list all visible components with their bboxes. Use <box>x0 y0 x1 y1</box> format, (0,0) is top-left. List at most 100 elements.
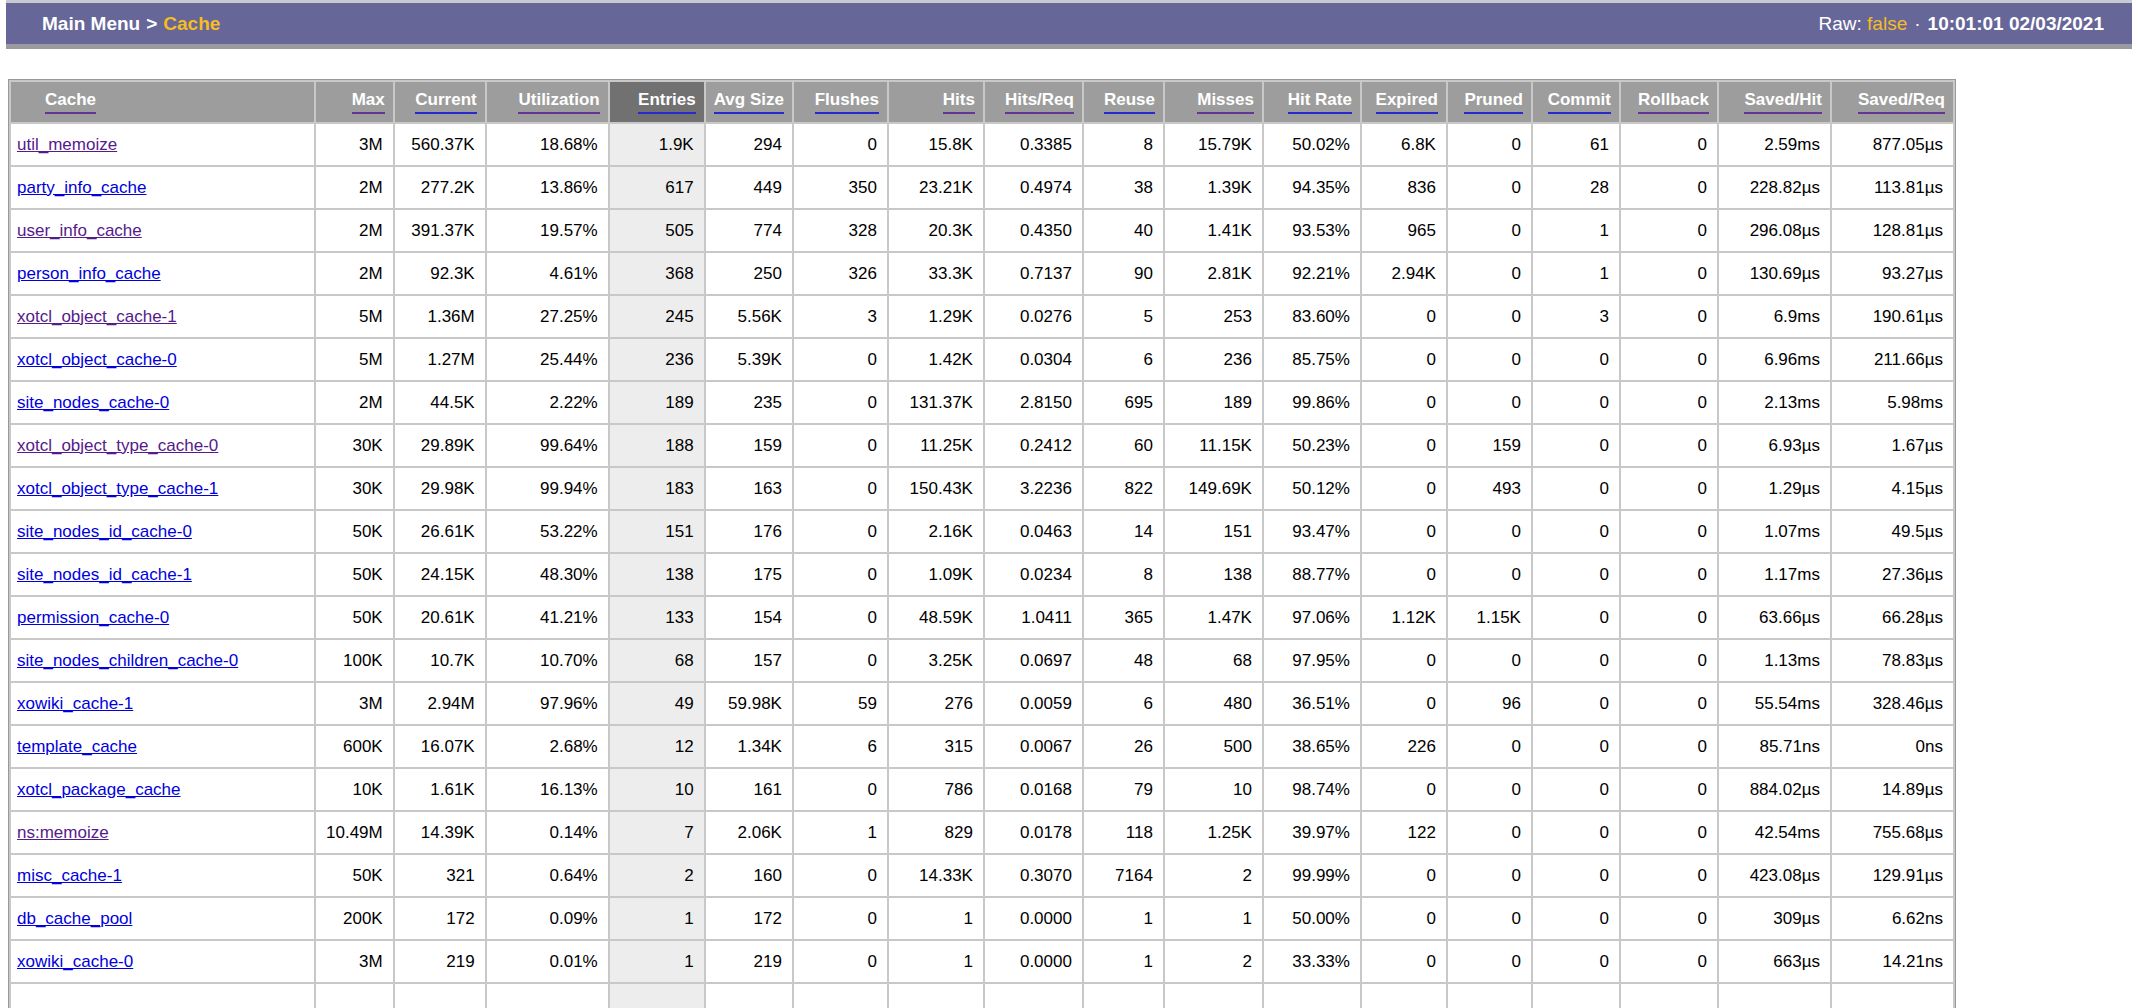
breadcrumb-main-menu-link[interactable]: Main Menu <box>42 13 140 34</box>
cache-link[interactable]: site_nodes_id_cache-1 <box>17 565 192 584</box>
table-cell: 1.15K <box>1448 597 1531 638</box>
sort-link[interactable]: Commit <box>1548 90 1611 114</box>
table-cell: 0 <box>1621 124 1717 165</box>
column-header-pruned: Pruned <box>1448 82 1531 122</box>
table-cell: 0 <box>1448 554 1531 595</box>
cache-link[interactable]: xotcl_package_cache <box>17 780 181 799</box>
table-cell: 30K <box>316 425 393 466</box>
cache-link[interactable]: xotcl_object_type_cache-1 <box>17 479 218 498</box>
table-cell: 6.62ns <box>1832 898 1953 939</box>
sort-link[interactable]: Rollback <box>1638 90 1709 114</box>
cache-link[interactable]: site_nodes_id_cache-0 <box>17 522 192 541</box>
table-cell: 23.21K <box>889 167 983 208</box>
table-row-partial <box>11 984 1953 1008</box>
table-cell: 50K <box>316 511 393 552</box>
cache-link[interactable]: db_cache_pool <box>17 909 132 928</box>
cache-link[interactable]: party_info_cache <box>17 178 146 197</box>
cache-link[interactable]: site_nodes_cache-0 <box>17 393 169 412</box>
table-cell: 296.08µs <box>1719 210 1830 251</box>
cache-link[interactable]: xowiki_cache-0 <box>17 952 133 971</box>
table-cell: 1.61K <box>395 769 485 810</box>
table-row: template_cache600K16.07K2.68%121.34K6315… <box>11 726 1953 767</box>
cache-name-cell: permission_cache-0 <box>11 597 314 638</box>
cache-link[interactable]: xowiki_cache-1 <box>17 694 133 713</box>
top-nav-bar: Main Menu>Cache Raw: false·10:01:01 02/0… <box>6 0 2132 49</box>
table-row: xowiki_cache-03M2190.01%1219010.00001233… <box>11 941 1953 982</box>
table-cell: 0.01% <box>487 941 608 982</box>
table-cell: 423.08µs <box>1719 855 1830 896</box>
cache-link[interactable]: template_cache <box>17 737 137 756</box>
sort-link[interactable]: Saved/Hit <box>1744 90 1821 114</box>
sort-link[interactable]: Utilization <box>518 90 599 114</box>
sort-link[interactable]: Entries <box>638 90 696 114</box>
table-cell <box>395 984 485 1008</box>
table-cell: 50K <box>316 855 393 896</box>
table-cell: 8 <box>1084 124 1163 165</box>
table-cell: 0 <box>794 511 887 552</box>
table-cell: 14.21ns <box>1832 941 1953 982</box>
cache-name-cell: xotcl_package_cache <box>11 769 314 810</box>
cache-link[interactable]: permission_cache-0 <box>17 608 169 627</box>
table-cell: 6 <box>794 726 887 767</box>
sort-link[interactable]: Current <box>415 90 476 114</box>
table-cell: 97.06% <box>1264 597 1360 638</box>
cache-name-cell: xowiki_cache-1 <box>11 683 314 724</box>
cache-link[interactable]: misc_cache-1 <box>17 866 122 885</box>
sort-link[interactable]: Max <box>352 90 385 114</box>
table-cell: 0.0168 <box>985 769 1082 810</box>
table-cell: 0 <box>1448 898 1531 939</box>
sort-link[interactable]: Expired <box>1376 90 1438 114</box>
header-row: Cache Max Current Utilization Entries Avg Siz… <box>11 82 1953 122</box>
sort-link[interactable]: Pruned <box>1464 90 1523 114</box>
sort-link[interactable]: Saved/Req <box>1858 90 1945 114</box>
cache-link[interactable]: user_info_cache <box>17 221 142 240</box>
table-cell: 151 <box>1165 511 1262 552</box>
raw-toggle-link[interactable]: false <box>1867 13 1907 34</box>
table-cell: 157 <box>706 640 792 681</box>
sort-link[interactable]: Hit Rate <box>1288 90 1352 114</box>
column-header-utilization: Utilization <box>487 82 608 122</box>
table-cell: 0 <box>1621 898 1717 939</box>
sort-link[interactable]: Misses <box>1197 90 1254 114</box>
table-cell: 1.36M <box>395 296 485 337</box>
sort-link[interactable]: Cache <box>45 90 96 114</box>
table-cell: 365 <box>1084 597 1163 638</box>
table-cell: 33.3K <box>889 253 983 294</box>
table-cell: 0 <box>1362 898 1446 939</box>
table-cell: 0 <box>1362 425 1446 466</box>
cache-name-cell: party_info_cache <box>11 167 314 208</box>
cache-name-cell: xotcl_object_type_cache-1 <box>11 468 314 509</box>
table-cell: 1.67µs <box>1832 425 1953 466</box>
table-cell: 15.8K <box>889 124 983 165</box>
table-cell: 0.09% <box>487 898 608 939</box>
table-cell: 50K <box>316 597 393 638</box>
cache-link[interactable]: xotcl_object_cache-0 <box>17 350 177 369</box>
sort-link[interactable]: Hits <box>943 90 975 114</box>
table-cell: 15.79K <box>1165 124 1262 165</box>
sort-link[interactable]: Flushes <box>815 90 879 114</box>
table-cell: 219 <box>395 941 485 982</box>
table-cell: 92.21% <box>1264 253 1360 294</box>
cache-link[interactable]: ns:memoize <box>17 823 109 842</box>
table-cell: 5M <box>316 296 393 337</box>
table-cell: 159 <box>706 425 792 466</box>
table-cell <box>1621 984 1717 1008</box>
cache-link[interactable]: site_nodes_children_cache-0 <box>17 651 238 670</box>
cache-link[interactable]: xotcl_object_cache-1 <box>17 307 177 326</box>
table-cell: 172 <box>395 898 485 939</box>
sort-link[interactable]: Avg Size <box>714 90 784 114</box>
table-cell: 175 <box>706 554 792 595</box>
sort-link[interactable]: Hits/Req <box>1005 90 1074 114</box>
column-header-rollback: Rollback <box>1621 82 1717 122</box>
cache-stats-table-wrap: Cache Max Current Utilization Entries Avg Siz… <box>8 79 2138 1008</box>
table-cell <box>316 984 393 1008</box>
table-cell: 0 <box>1533 941 1619 982</box>
table-cell: 0.0234 <box>985 554 1082 595</box>
table-cell: 172 <box>706 898 792 939</box>
cache-link[interactable]: xotcl_object_type_cache-0 <box>17 436 218 455</box>
raw-label: Raw: <box>1819 13 1862 34</box>
table-cell: 60 <box>1084 425 1163 466</box>
cache-link[interactable]: util_memoize <box>17 135 117 154</box>
cache-link[interactable]: person_info_cache <box>17 264 161 283</box>
sort-link[interactable]: Reuse <box>1104 90 1155 114</box>
